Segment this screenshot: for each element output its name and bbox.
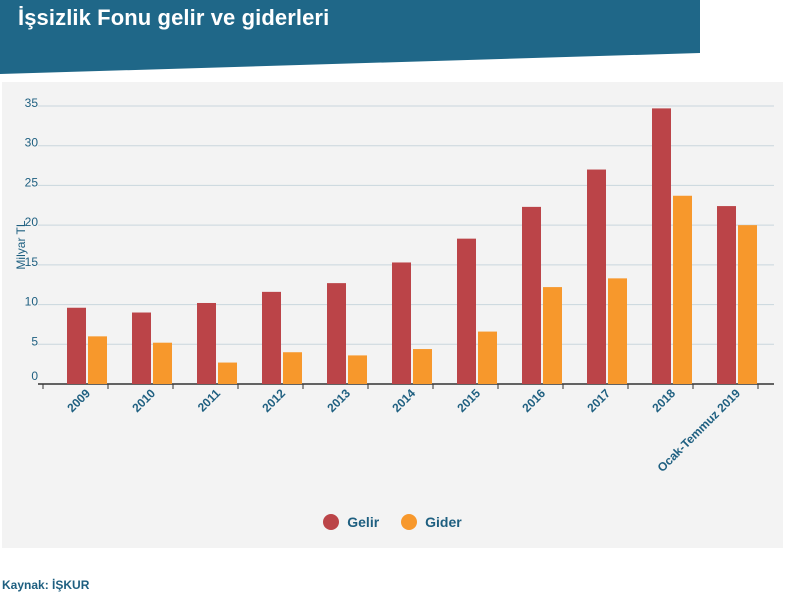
y-tick-label: 25 xyxy=(25,175,39,189)
bar-gider xyxy=(88,336,107,384)
legend-label-gider: Gider xyxy=(425,514,462,530)
bar-gider xyxy=(218,362,237,384)
bar-gelir xyxy=(522,206,541,384)
bar-gider xyxy=(738,225,757,384)
bar-gider xyxy=(673,195,692,384)
bar-gelir xyxy=(717,206,736,384)
x-tick-label: 2017 xyxy=(584,386,613,415)
bar-gelir xyxy=(197,302,216,384)
bar-gider xyxy=(608,278,627,384)
bar-gider xyxy=(413,349,432,384)
x-tick-label: 2011 xyxy=(195,386,224,415)
header-banner: İşsizlik Fonu gelir ve giderleri xyxy=(0,0,700,74)
x-tick-label: 2013 xyxy=(324,386,353,415)
y-tick-label: 0 xyxy=(31,369,38,383)
y-axis-title: Milyar TL xyxy=(14,220,28,269)
bar-gider xyxy=(478,331,497,384)
source-note: Kaynak: İŞKUR xyxy=(2,578,90,592)
bar-chart: 0 5 10 15 20 25 30 35 Milyar TL 2009 2010 2011 2012 2… xyxy=(14,96,774,475)
page-title: İşsizlik Fonu gelir ve giderleri xyxy=(18,5,330,30)
bar-gelir xyxy=(132,312,151,384)
y-tick-label: 30 xyxy=(25,136,39,150)
x-tick-label: 2016 xyxy=(519,386,548,415)
bar-gelir xyxy=(327,283,346,384)
x-tick-label: 2012 xyxy=(259,386,288,415)
bar-gelir xyxy=(587,169,606,384)
y-tick-label: 10 xyxy=(25,295,39,309)
bar-gider xyxy=(543,287,562,384)
y-tick-label: 15 xyxy=(25,255,39,269)
x-tick-label: 2009 xyxy=(64,386,93,415)
chart-legend: Gelir Gider xyxy=(2,514,783,530)
bar-gelir xyxy=(67,307,86,384)
chart-panel: 0 5 10 15 20 25 30 35 Milyar TL 2009 2010 2011 2012 2… xyxy=(2,82,783,548)
legend-swatch-gelir xyxy=(323,514,340,530)
x-tick-label: 2010 xyxy=(129,386,158,415)
bar-gelir xyxy=(652,108,671,384)
legend-swatch-gider xyxy=(401,514,418,530)
legend-item-gelir: Gelir xyxy=(323,514,379,530)
x-tick-label: 2014 xyxy=(389,386,418,415)
legend-item-gider: Gider xyxy=(401,514,462,530)
bar-gelir xyxy=(457,238,476,384)
bar-gider xyxy=(283,352,302,384)
bar-gider xyxy=(348,355,367,384)
x-tick-label: 2018 xyxy=(649,386,678,415)
legend-label-gelir: Gelir xyxy=(347,514,380,530)
y-tick-label: 5 xyxy=(31,334,38,348)
header-background xyxy=(0,0,700,74)
bar-gelir xyxy=(392,262,411,384)
bar-gelir xyxy=(262,291,281,384)
bar-gider xyxy=(153,342,172,384)
y-tick-label: 20 xyxy=(25,215,39,229)
y-tick-label: 35 xyxy=(25,96,39,110)
x-tick-label: 2015 xyxy=(454,386,483,415)
